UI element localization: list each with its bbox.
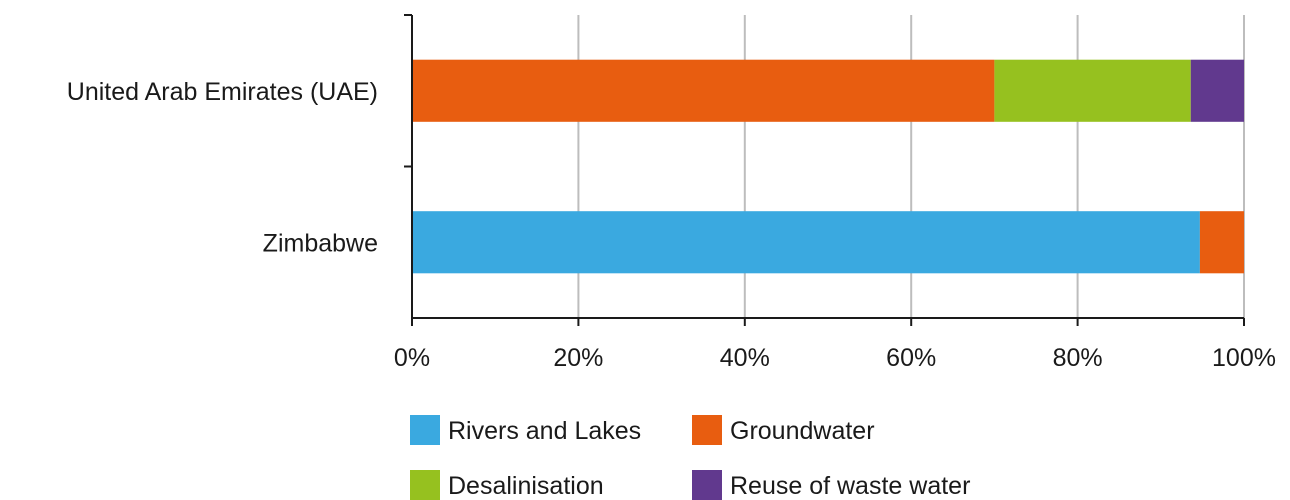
bars — [412, 59, 1244, 274]
legend-swatch — [410, 415, 440, 445]
x-tick-label: 80% — [1053, 344, 1103, 372]
x-tick-label: 20% — [553, 344, 603, 372]
bar-segment — [1199, 211, 1244, 274]
axis-ticks — [404, 14, 1245, 326]
x-tick-label: 40% — [720, 344, 770, 372]
category-labels: United Arab Emirates (UAE) Zimbabwe — [67, 78, 378, 258]
bar-segment — [1190, 59, 1244, 122]
x-tick-labels: 0% 20% 40% 60% 80% 100% — [394, 344, 1276, 372]
legend-swatch — [692, 470, 722, 500]
category-label: Zimbabwe — [263, 229, 378, 257]
legend-label: Groundwater — [730, 417, 875, 445]
legend: Rivers and Lakes Groundwater Desalinisatio… — [410, 415, 970, 500]
bar-segment — [994, 59, 1191, 122]
bar-segment — [412, 59, 995, 122]
legend-swatch — [410, 470, 440, 500]
legend-swatch — [692, 415, 722, 445]
x-tick-label: 0% — [394, 344, 430, 372]
x-tick-label: 100% — [1212, 344, 1276, 372]
legend-label: Desalinisation — [448, 472, 604, 500]
legend-label: Rivers and Lakes — [448, 417, 641, 445]
legend-label: Reuse of waste water — [730, 472, 970, 500]
category-label: United Arab Emirates (UAE) — [67, 78, 378, 106]
x-tick-label: 60% — [886, 344, 936, 372]
bar-segment — [412, 211, 1200, 274]
